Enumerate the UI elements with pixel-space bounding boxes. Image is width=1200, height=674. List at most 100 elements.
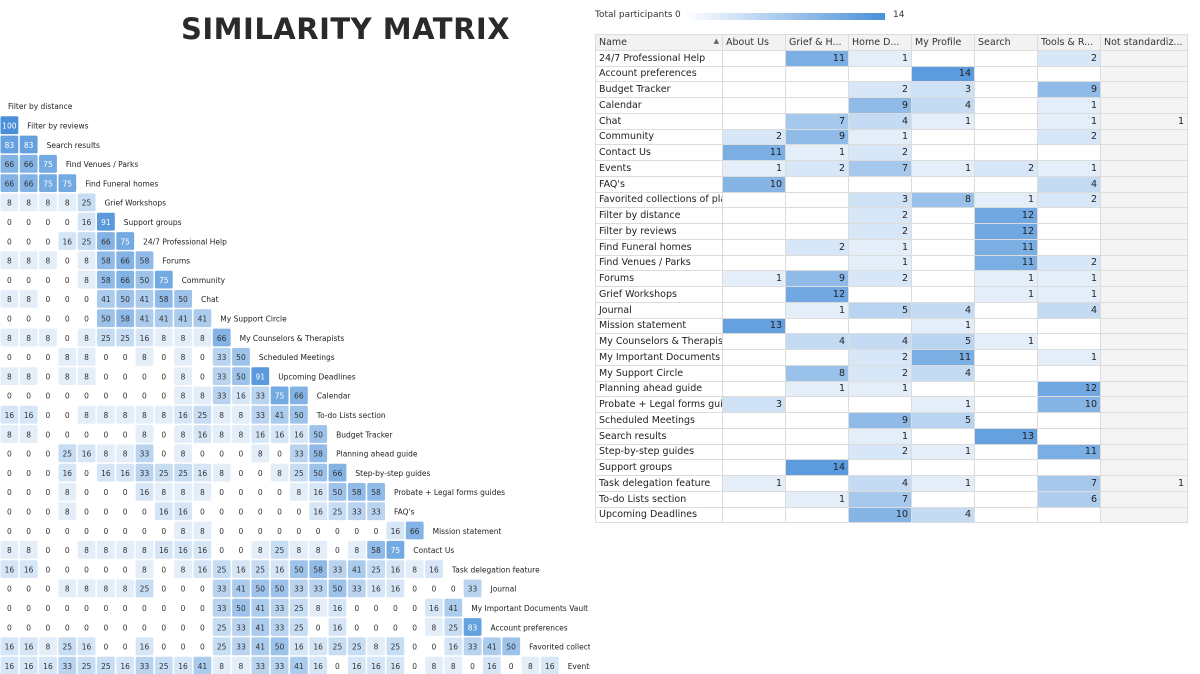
matrix-cell-value: 66 (24, 160, 34, 169)
matrix-cell-value: 8 (84, 353, 89, 362)
matrix-cell (174, 309, 192, 328)
matrix-cell-value: 8 (7, 372, 12, 381)
matrix-cell (309, 483, 328, 501)
matrix-cell (232, 579, 250, 598)
table-row[interactable]: Support groups 14 (595, 459, 1188, 476)
matrix-cell-value: 0 (46, 372, 51, 381)
column-header[interactable]: My Profile (911, 34, 975, 51)
table-row[interactable]: Scheduled Meetings 9 5 (595, 412, 1188, 429)
table-row[interactable]: Planning ahead guide 1 1 12 (595, 380, 1188, 398)
table-row[interactable]: FAQ's 10 4 (595, 175, 1188, 193)
matrix-cell (58, 290, 77, 308)
matrix-cell (135, 502, 154, 521)
matrix-cell (135, 309, 154, 328)
table-row[interactable]: Forums 1 9 2 1 1 (595, 270, 1188, 287)
matrix-cell (174, 656, 192, 674)
matrix-cell-value: 0 (393, 604, 398, 613)
table-row[interactable]: Budget Tracker 2 3 9 (595, 81, 1188, 98)
matrix-cell (116, 618, 135, 636)
matrix-cell (77, 502, 96, 521)
table-row[interactable]: Calendar 9 4 1 (595, 97, 1188, 114)
matrix-cell-value: 0 (46, 392, 51, 401)
table-row[interactable]: Search results 1 13 (595, 427, 1188, 445)
matrix-cell (444, 618, 463, 636)
matrix-cell (328, 502, 347, 521)
table-row[interactable]: Filter by reviews 2 12 (595, 223, 1188, 240)
matrix-cell-value: 66 (120, 257, 130, 266)
table-row[interactable]: Upcoming Deadlines 10 4 (595, 506, 1188, 524)
table-cell: 1 (974, 286, 1038, 303)
table-row[interactable]: Probate + Legal forms guides3 1 10 (595, 396, 1188, 413)
table-cell: 12 (1037, 380, 1101, 398)
matrix-cell (135, 425, 154, 443)
table-cell (911, 223, 975, 240)
matrix-cell (290, 618, 308, 636)
column-header[interactable]: About Us (722, 34, 786, 51)
matrix-cell (77, 637, 96, 656)
matrix-cell-value: 8 (316, 604, 321, 613)
table-row[interactable]: Filter by distance 2 12 (595, 207, 1188, 224)
matrix-cell-value: 0 (277, 527, 282, 536)
table-row[interactable]: Account preferences 14 (595, 65, 1188, 83)
matrix-cell (290, 425, 308, 443)
column-header-name[interactable]: Name ▲ (595, 34, 723, 51)
table-row[interactable]: Step-by-step guides 2 1 11 (595, 443, 1188, 461)
table-row[interactable]: Community 2 9 1 2 (595, 128, 1188, 146)
matrix-cell-value: 0 (123, 565, 128, 574)
matrix-cell-value: 0 (26, 314, 31, 323)
matrix-cell-value: 91 (101, 218, 111, 227)
matrix-cell (425, 618, 443, 636)
table-row[interactable]: Task delegation feature 1 4 1 7 1 (595, 475, 1188, 492)
table-row[interactable]: Favorited collections of places, article… (595, 191, 1188, 209)
table-row[interactable]: Mission statement 13 1 (595, 317, 1188, 335)
matrix-cell (97, 483, 115, 501)
table-cell (974, 506, 1038, 524)
table-row[interactable]: My Counselors & Therapists 4 4 5 1 (595, 333, 1188, 350)
table-row[interactable]: Grief Workshops 12 1 1 (595, 286, 1188, 303)
matrix-cell-value: 8 (181, 353, 186, 362)
table-row[interactable]: My Important Documents Vault2111 (595, 349, 1188, 366)
sort-arrow-icon[interactable]: ▲ (713, 37, 719, 45)
table-row[interactable]: Find Venues / Parks 1 11 2 (595, 254, 1188, 272)
table-row[interactable]: Events 1 2 7 1 2 1 (595, 160, 1188, 177)
matrix-cell-value: 16 (140, 488, 150, 497)
table-row[interactable]: Chat 7 4 1 1 1 (595, 112, 1188, 130)
table-cell (785, 317, 849, 335)
matrix-cell-value: 0 (200, 353, 205, 362)
table-row[interactable]: Journal 1 5 4 4 (595, 301, 1188, 319)
table-cell (974, 412, 1038, 429)
matrix-cell (154, 618, 173, 636)
matrix-cell-value: 0 (123, 623, 128, 632)
matrix-cell (39, 212, 57, 231)
matrix-cell (174, 444, 192, 463)
matrix-cell-value: 58 (371, 488, 381, 497)
column-header[interactable]: Home D... (848, 34, 912, 51)
table-row[interactable]: Contact Us 11 1 2 (595, 144, 1188, 161)
table-cell (1100, 506, 1188, 524)
matrix-cell-value: 0 (7, 469, 12, 478)
matrix-cell-value: 0 (65, 604, 70, 613)
matrix-cell-value: 8 (181, 372, 186, 381)
matrix-cell (19, 521, 38, 540)
column-header[interactable]: Grief & H... (785, 34, 849, 51)
results-table: Name ▲ About Us Grief & H... Home D... My Pro… (595, 34, 1188, 524)
matrix-cell-value: 8 (200, 488, 205, 497)
matrix-cell-value: 50 (236, 353, 246, 362)
table-row[interactable]: 24/7 Professional Help 11 1 2 (595, 49, 1188, 67)
matrix-cell (135, 405, 154, 424)
matrix-cell (232, 483, 250, 501)
table-row[interactable]: Find Funeral homes 2 1 11 (595, 238, 1188, 256)
table-row[interactable]: My Support Circle 8 2 4 (595, 364, 1188, 382)
column-header[interactable]: Search (974, 34, 1038, 51)
table-cell (974, 301, 1038, 319)
matrix-cell-value: 8 (142, 353, 147, 362)
matrix-cell-value: 16 (82, 218, 92, 227)
column-header[interactable]: Not standardiz... (1100, 34, 1188, 51)
column-header-label: Home D... (852, 36, 900, 48)
matrix-cell-value: 0 (374, 623, 379, 632)
column-header[interactable]: Tools & R... (1037, 34, 1101, 51)
matrix-cell (386, 579, 405, 598)
matrix-cell-value: 0 (26, 585, 31, 594)
matrix-cell (347, 521, 366, 540)
table-row[interactable]: To-do Lists section 1 7 6 (595, 490, 1188, 508)
